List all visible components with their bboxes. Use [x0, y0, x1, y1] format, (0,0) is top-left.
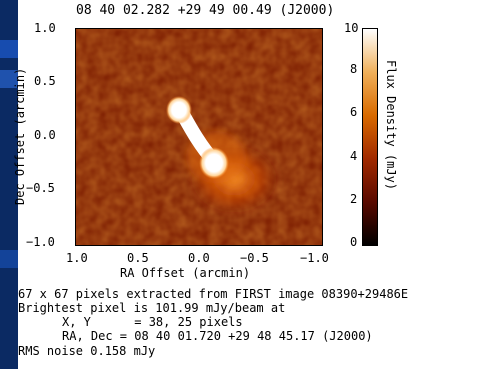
- image-title: 08 40 02.282 +29 49 00.49 (J2000): [76, 4, 334, 17]
- colorbar: [362, 28, 378, 246]
- colorbar-tick-0: 0: [350, 236, 357, 249]
- colorbar-tick-8: 8: [350, 63, 357, 76]
- y-tick-2: 0.5: [34, 75, 56, 88]
- colorbar-tick-4: 4: [350, 150, 357, 163]
- info-line-xy: X, Y = 38, 25 pixels: [62, 316, 243, 329]
- x-tick-2: 0.5: [127, 252, 149, 265]
- colorbar-tick-10: 10: [344, 22, 358, 35]
- colorbar-tick-2: 2: [350, 193, 357, 206]
- x-tick-3: 0.0: [188, 252, 210, 265]
- x-axis-label: RA Offset (arcmin): [120, 267, 250, 280]
- y-tick-4: −0.5: [26, 182, 55, 195]
- y-tick-5: −1.0: [26, 236, 55, 249]
- info-line-extraction: 67 x 67 pixels extracted from FIRST imag…: [18, 288, 408, 301]
- colorbar-tick-6: 6: [350, 106, 357, 119]
- x-tick-1: 1.0: [66, 252, 88, 265]
- y-tick-3: 0.0: [34, 129, 56, 142]
- colorbar-label: Flux Density (mJy): [384, 60, 397, 190]
- y-tick-1: 1.0: [34, 22, 56, 35]
- radio-source-image: [75, 28, 323, 246]
- info-line-rms: RMS noise 0.158 mJy: [18, 345, 155, 358]
- x-tick-5: −1.0: [300, 252, 329, 265]
- x-tick-4: −0.5: [240, 252, 269, 265]
- info-line-brightest: Brightest pixel is 101.99 mJy/beam at: [18, 302, 285, 315]
- info-line-radec: RA, Dec = 08 40 01.720 +29 48 45.17 (J20…: [62, 330, 373, 343]
